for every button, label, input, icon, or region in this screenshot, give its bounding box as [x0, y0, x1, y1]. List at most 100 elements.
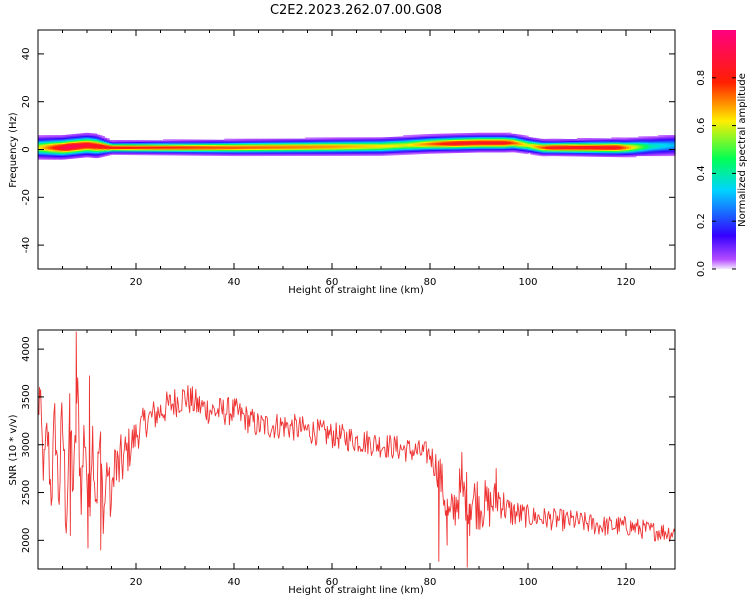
heatmap-cell — [442, 137, 446, 140]
heatmap-cell — [189, 139, 193, 142]
heatmap-cell — [101, 150, 105, 153]
heatmap-cell — [258, 144, 262, 147]
heatmap-cell — [606, 146, 610, 149]
heatmap-cell — [469, 137, 473, 140]
heatmap-cell — [493, 149, 497, 152]
heatmap-cell — [74, 151, 78, 154]
heatmap-cell — [520, 143, 524, 146]
heatmap-cell — [427, 147, 431, 149]
heatmap-cell — [246, 151, 250, 154]
heatmap-cell — [479, 133, 483, 136]
heatmap-cell — [209, 142, 213, 144]
heatmap-cell — [307, 151, 311, 154]
heatmap-cell — [324, 145, 328, 148]
heatmap-cell — [341, 138, 345, 141]
heatmap-cell — [47, 149, 51, 152]
heatmap-cell — [611, 152, 615, 155]
heatmap-cell — [172, 139, 176, 142]
heatmap-cell — [216, 144, 220, 147]
heatmap-cell — [594, 141, 598, 144]
heatmap-cell — [265, 141, 269, 143]
heatmap-cell — [481, 136, 485, 139]
heatmap-cell — [72, 144, 76, 147]
heatmap-cell — [540, 153, 544, 155]
heatmap-cell — [72, 138, 76, 141]
heatmap-cell — [591, 154, 595, 157]
heatmap-cell — [655, 136, 659, 139]
heatmap-cell — [486, 145, 490, 148]
heatmap-cell — [121, 150, 125, 153]
heatmap-cell — [618, 152, 622, 155]
heatmap-cell — [290, 154, 294, 156]
heatmap-cell — [532, 152, 536, 154]
heatmap-cell — [69, 147, 73, 150]
heatmap-cell — [133, 147, 137, 150]
heatmap-cell — [564, 152, 568, 154]
heatmap-cell — [339, 141, 343, 143]
heatmap-cell — [221, 147, 225, 149]
heatmap-cell — [474, 146, 478, 148]
heatmap-cell — [603, 146, 607, 149]
heatmap-cell — [403, 148, 407, 151]
heatmap-cell — [510, 146, 514, 149]
heatmap-cell — [552, 149, 556, 152]
heatmap-cell — [523, 140, 527, 142]
heatmap-cell — [505, 139, 509, 142]
heatmap-cell — [229, 144, 233, 147]
heatmap-cell — [461, 149, 465, 152]
heatmap-cell — [393, 143, 397, 146]
heatmap-cell — [121, 146, 125, 148]
heatmap-cell — [515, 137, 519, 140]
heatmap-cell — [329, 148, 333, 150]
heatmap-cell — [616, 149, 620, 152]
heatmap-cell — [285, 154, 289, 157]
heatmap-cell — [400, 140, 404, 142]
heatmap-cell — [312, 144, 316, 147]
heatmap-cell — [354, 139, 358, 142]
heatmap-cell — [324, 143, 328, 146]
heatmap-cell — [309, 147, 313, 149]
heatmap-cell — [547, 153, 551, 155]
heatmap-cell — [400, 141, 404, 144]
heatmap-cell — [611, 142, 615, 144]
heatmap-cell — [60, 141, 64, 143]
heatmap-cell — [300, 154, 304, 156]
heatmap-cell — [260, 142, 264, 145]
heatmap-cell — [611, 155, 615, 158]
heatmap-cell — [488, 142, 492, 145]
heatmap-cell — [260, 149, 264, 152]
heatmap-cell — [354, 145, 358, 148]
heatmap-cell — [471, 135, 475, 138]
heatmap-cell — [194, 147, 198, 150]
heatmap-cell — [346, 149, 350, 152]
heatmap-cell — [378, 143, 382, 146]
heatmap-cell — [518, 148, 522, 151]
heatmap-cell — [655, 138, 659, 141]
heatmap-cell — [498, 138, 502, 141]
heatmap-cell — [69, 134, 73, 137]
heatmap-cell — [38, 144, 42, 147]
heatmap-cell — [630, 138, 634, 141]
heatmap-cell — [611, 138, 615, 141]
heatmap-cell — [630, 137, 634, 140]
heatmap-cell — [42, 148, 46, 151]
heatmap-cell — [584, 140, 588, 143]
heatmap-cell — [77, 153, 81, 156]
heatmap-cell — [314, 151, 318, 154]
heatmap-cell — [562, 146, 566, 148]
heatmap-cell — [547, 148, 551, 151]
heatmap-cell — [60, 151, 64, 154]
heatmap-cell — [393, 138, 397, 140]
heatmap-cell — [273, 154, 277, 157]
heatmap-cell — [332, 148, 336, 150]
heatmap-cell — [611, 144, 615, 147]
heatmap-cell — [390, 144, 394, 146]
heatmap-cell — [158, 145, 162, 147]
heatmap-cell — [577, 141, 581, 144]
heatmap-cell — [471, 136, 475, 139]
heatmap-cell — [476, 133, 480, 136]
heatmap-cell — [96, 141, 100, 144]
heatmap-cell — [442, 143, 446, 145]
heatmap-cell — [354, 149, 358, 152]
heatmap-cell — [111, 141, 115, 143]
